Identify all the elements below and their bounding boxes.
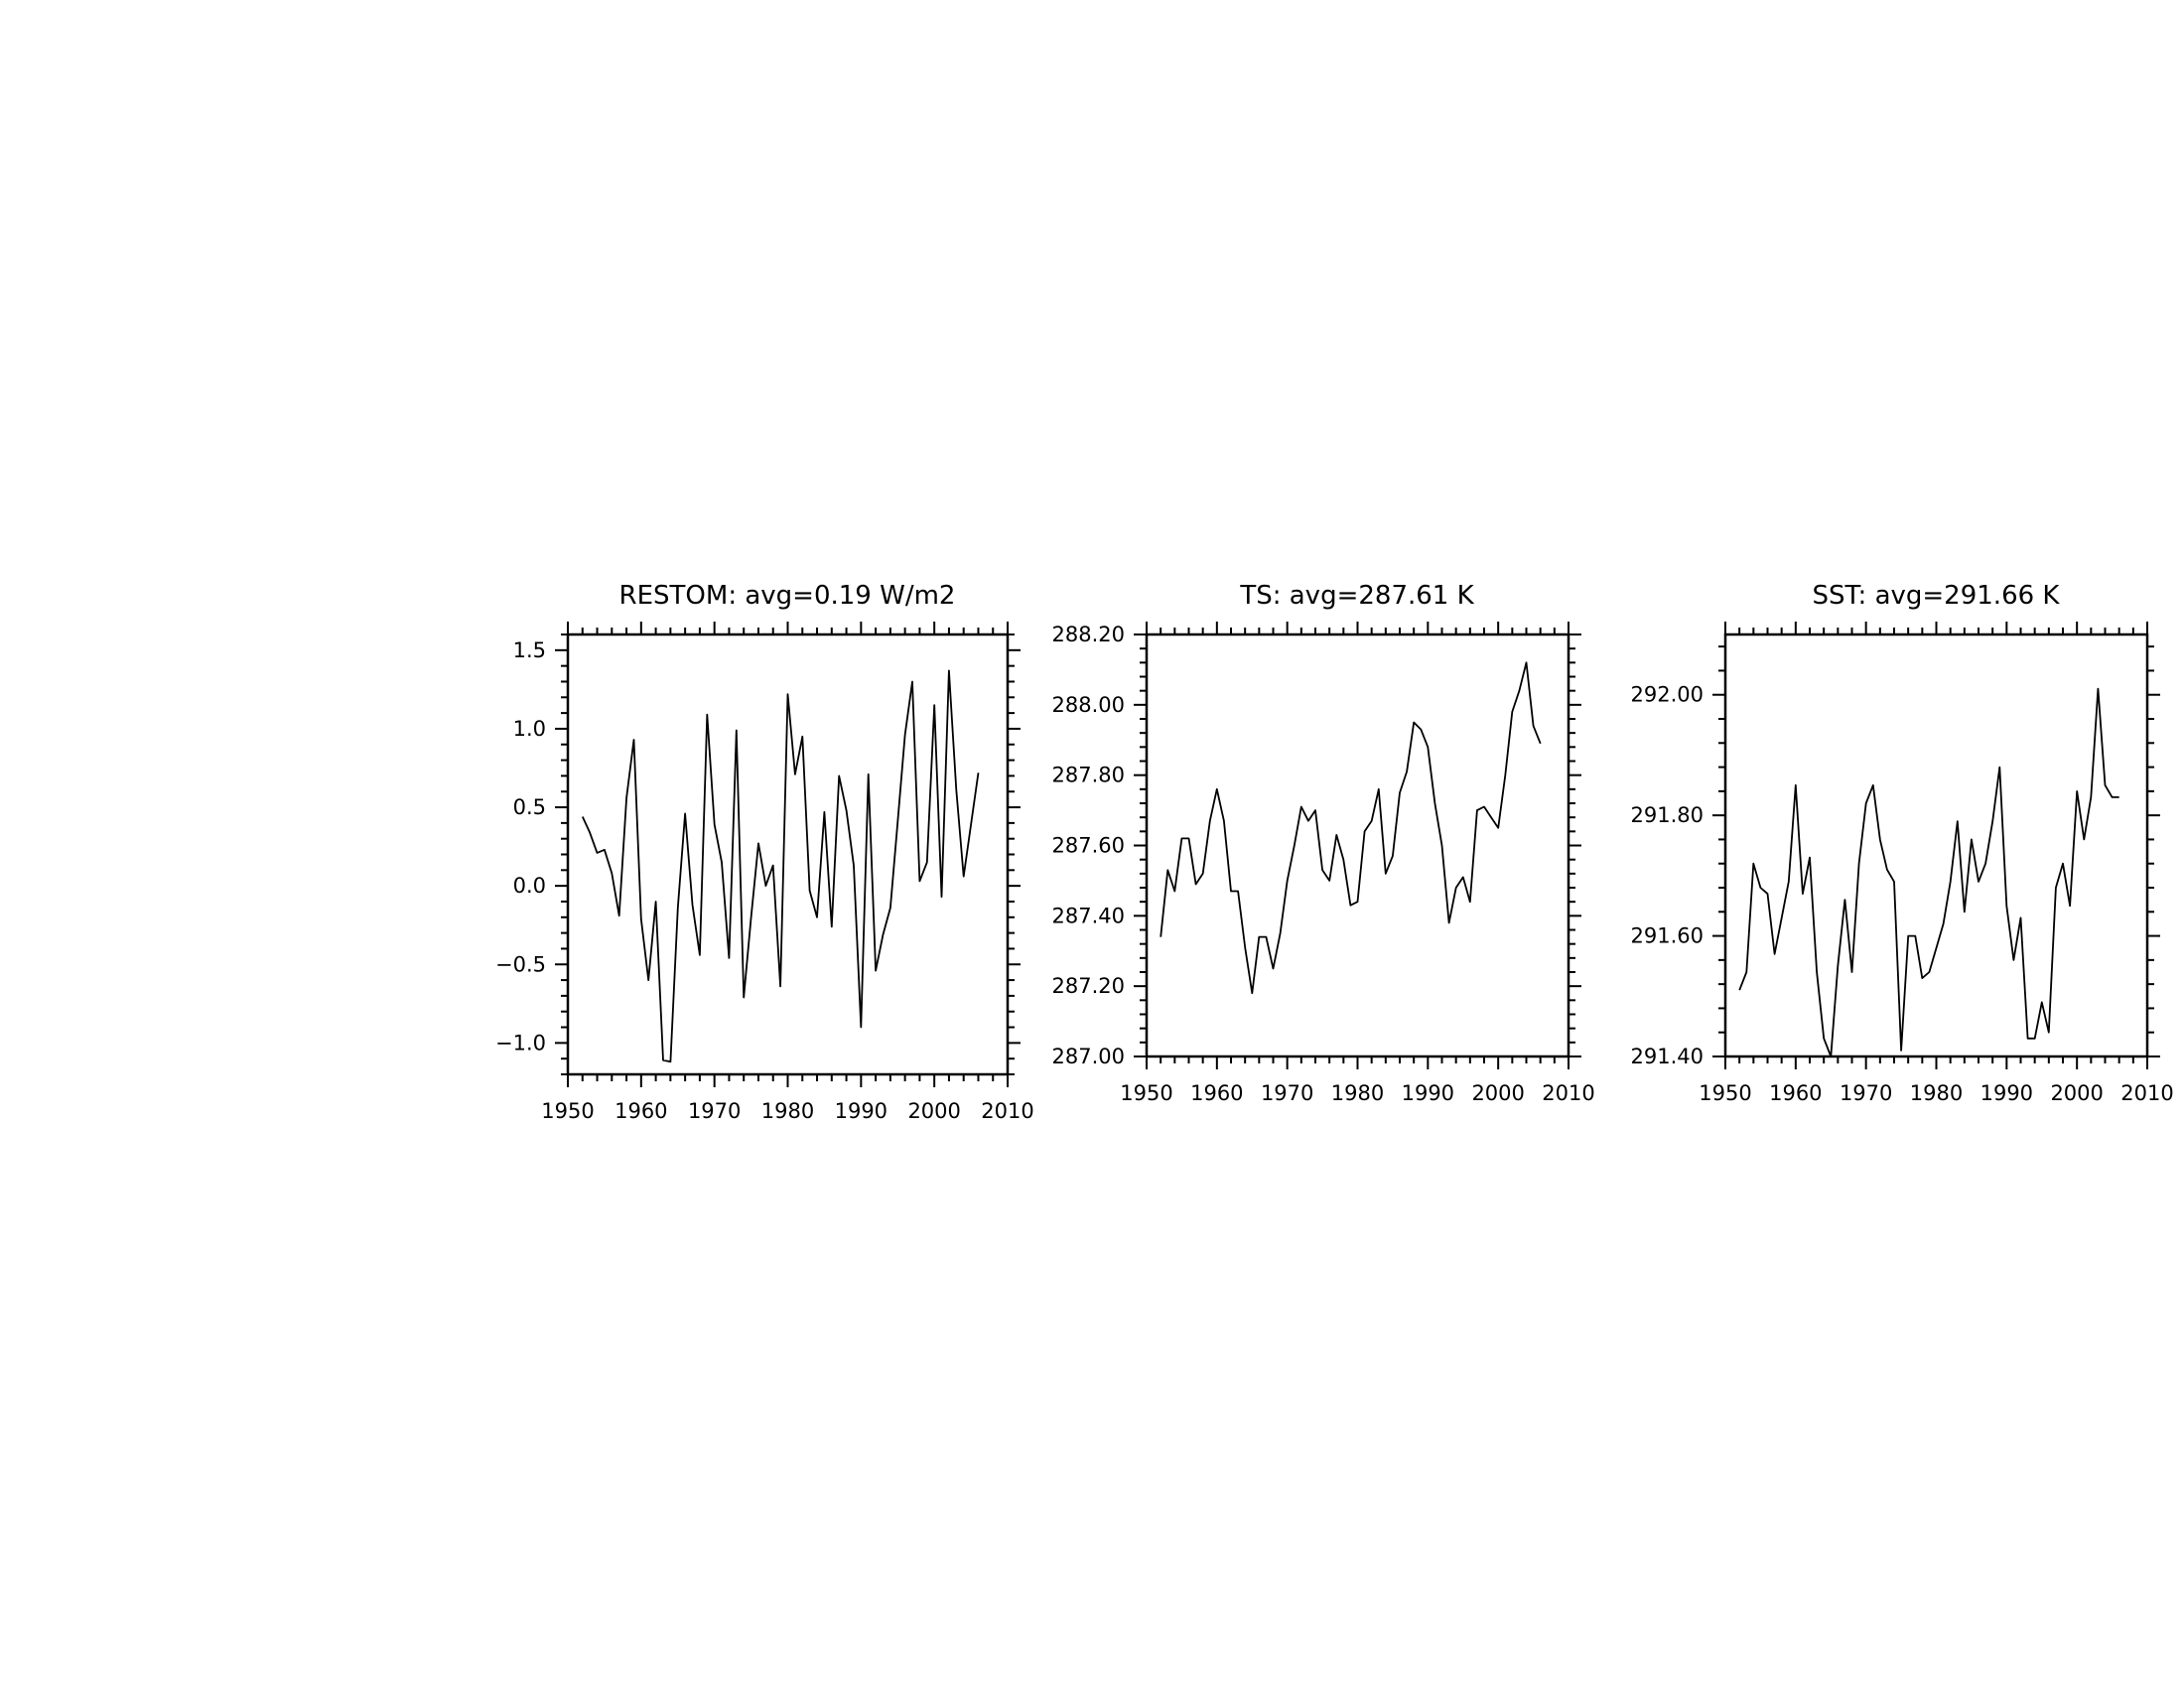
y-tick-label: 0.0 (513, 874, 546, 898)
y-tick-label: −0.5 (495, 952, 546, 976)
y-tick-label: 1.5 (513, 638, 546, 662)
y-tick-label: 291.60 (1631, 924, 1704, 948)
chart-title: RESTOM: avg=0.19 W/m2 (619, 581, 956, 611)
x-tick-label: 1990 (835, 1099, 887, 1123)
x-tick-label: 1970 (688, 1099, 741, 1123)
x-tick-label: 1950 (1699, 1081, 1751, 1105)
x-tick-label: 1950 (541, 1099, 594, 1123)
x-tick-label: 2000 (907, 1099, 960, 1123)
x-tick-label: 1960 (614, 1099, 667, 1123)
series-line (1160, 661, 1542, 995)
chart-panel-3: SST: avg=291.66 K 1950 1960 1970 1980 1990 200… (1631, 581, 2174, 1105)
chart-panel-2: TS: avg=287.61 K 1950 1960 1970 1980 1990 2000… (1052, 581, 1595, 1105)
x-tick-label: 2010 (981, 1099, 1033, 1123)
chart-title: TS: avg=287.61 K (1239, 581, 1474, 611)
y-tick-label: 287.40 (1052, 904, 1125, 927)
series-line (581, 669, 980, 1063)
y-tick-label: 287.20 (1052, 974, 1125, 998)
y-tick-label: 287.60 (1052, 834, 1125, 858)
chart-panel-1: RESTOM: avg=0.19 W/m2 1950 1960 1970 1980 199… (495, 581, 1034, 1123)
x-tick-label: 1980 (761, 1099, 814, 1123)
y-tick-label: 292.00 (1631, 683, 1704, 707)
y-tick-label: 287.80 (1052, 764, 1125, 787)
y-tick-label: 1.0 (513, 717, 546, 741)
y-tick-label: 0.5 (513, 795, 546, 819)
x-tick-label: 1960 (1190, 1081, 1243, 1105)
x-tick-label: 1990 (1402, 1081, 1454, 1105)
y-tick-label: 288.00 (1052, 693, 1125, 717)
y-tick-label: −1.0 (495, 1031, 546, 1055)
x-tick-label: 1950 (1120, 1081, 1172, 1105)
y-tick-label: 291.80 (1631, 803, 1704, 827)
x-tick-label: 1980 (1910, 1081, 1963, 1105)
plot-frame (1145, 633, 1570, 1058)
plot-frame (1723, 633, 2149, 1058)
x-tick-label: 1980 (1331, 1081, 1384, 1105)
y-tick-label: 291.40 (1631, 1045, 1704, 1068)
x-tick-label: 2010 (2120, 1081, 2173, 1105)
chart-title: SST: avg=291.66 K (1813, 581, 2061, 611)
x-tick-label: 2010 (1542, 1081, 1594, 1105)
series-line (1738, 687, 2119, 1057)
x-tick-label: 1970 (1840, 1081, 1892, 1105)
y-tick-label: 287.00 (1052, 1045, 1125, 1068)
x-tick-label: 2000 (1471, 1081, 1524, 1105)
x-tick-label: 1990 (1980, 1081, 2033, 1105)
x-tick-label: 1960 (1769, 1081, 1822, 1105)
y-tick-label: 288.20 (1052, 623, 1125, 646)
x-tick-label: 1970 (1261, 1081, 1313, 1105)
x-tick-label: 2000 (2050, 1081, 2103, 1105)
